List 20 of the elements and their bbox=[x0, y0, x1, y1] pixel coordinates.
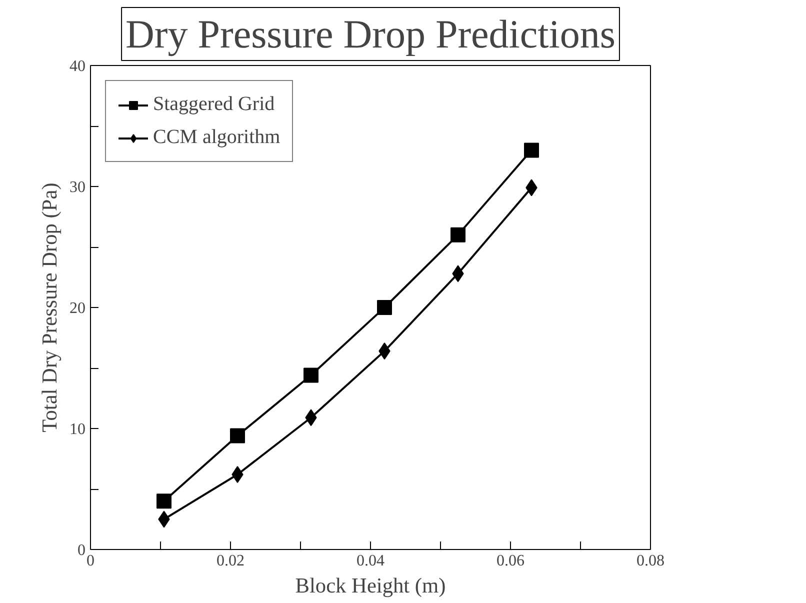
point bbox=[230, 428, 245, 444]
legend-label: Staggered Grid bbox=[153, 93, 275, 116]
x-axis-title: Block Height (m) bbox=[295, 574, 446, 598]
x-tick-label: 0.04 bbox=[356, 552, 384, 570]
y-tick-label: 40 bbox=[70, 58, 86, 75]
y-tick-label: 20 bbox=[70, 300, 86, 317]
point bbox=[156, 494, 172, 509]
point bbox=[377, 300, 392, 315]
point bbox=[450, 227, 466, 242]
point bbox=[524, 142, 539, 158]
chart-title: Dry Pressure Drop Predictions bbox=[126, 12, 616, 56]
x-tick-label: 0.08 bbox=[636, 552, 664, 570]
y-tick-label: 30 bbox=[70, 179, 86, 196]
y-tick-label: 10 bbox=[70, 421, 86, 438]
x-tick-label: 0.02 bbox=[216, 552, 244, 570]
legend-label: CCM algorithm bbox=[153, 126, 280, 149]
point bbox=[304, 368, 318, 383]
y-axis-title: Total Dry Pressure Drop (Pa) bbox=[38, 182, 62, 432]
x-tick-label: 0.06 bbox=[496, 552, 524, 570]
y-tick-label: 0 bbox=[78, 542, 86, 559]
